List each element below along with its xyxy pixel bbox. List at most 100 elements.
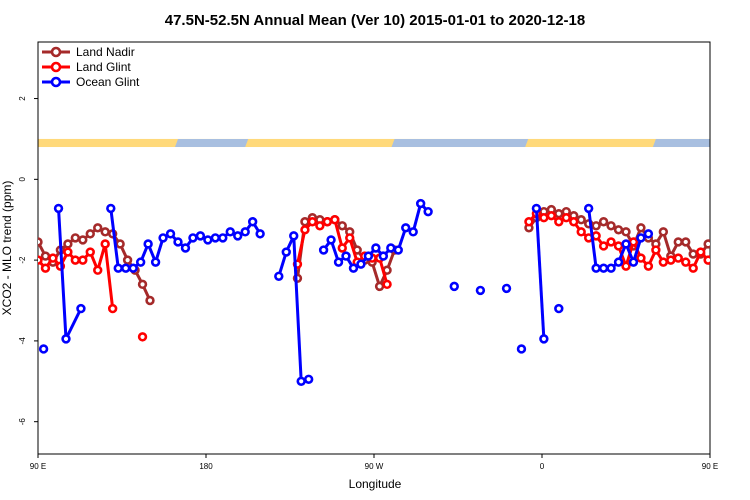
land-glint-point xyxy=(720,249,727,256)
land-nadir-point xyxy=(598,217,609,227)
land-glint-point xyxy=(107,303,118,314)
ocean-glint-point xyxy=(143,239,153,249)
land-glint-point xyxy=(636,253,646,263)
land-nadir-point xyxy=(337,221,347,231)
ocean-glint-point xyxy=(348,263,359,273)
ocean-glint-point xyxy=(591,263,601,273)
land-glint-point xyxy=(100,239,110,249)
ocean-glint-point xyxy=(393,245,403,255)
ocean-glint-point xyxy=(296,376,306,386)
ocean-glint-point xyxy=(247,217,258,227)
land-nadir-point xyxy=(613,225,624,235)
land-nadir-point xyxy=(681,237,691,247)
band-ocean xyxy=(175,138,249,148)
ocean-glint-point xyxy=(255,229,265,239)
land-nadir-point xyxy=(93,223,103,233)
land-nadir-point xyxy=(40,251,51,261)
y-tick-label: -6 xyxy=(18,418,27,426)
land-nadir-point xyxy=(85,229,95,239)
ocean-glint-point xyxy=(598,263,609,273)
ocean-glint-point xyxy=(636,233,646,243)
land-nadir-point xyxy=(735,224,742,231)
ocean-glint-point xyxy=(233,231,243,241)
land-glint-point xyxy=(628,237,639,247)
land-glint-point xyxy=(688,263,698,273)
land-glint-point xyxy=(598,241,609,251)
ocean-glint-point xyxy=(121,263,131,273)
ocean-glint-point xyxy=(289,231,299,241)
land-glint-point xyxy=(673,253,683,263)
ocean-glint-point xyxy=(423,206,433,217)
land-nadir-point xyxy=(606,221,616,231)
land-glint-point xyxy=(345,233,355,243)
ocean-glint-point xyxy=(408,227,418,237)
ocean-glint-point xyxy=(195,231,206,241)
land-nadir-point xyxy=(636,223,646,233)
ocean-glint-point xyxy=(333,257,344,267)
ocean-glint-point xyxy=(326,235,336,245)
ocean-glint-point xyxy=(475,285,486,296)
legend-label-land-nadir: Land Nadir xyxy=(76,45,135,59)
land-glint-point xyxy=(70,255,81,265)
land-nadir-point xyxy=(703,239,710,249)
land-nadir-point xyxy=(621,227,631,237)
ocean-glint-point xyxy=(225,227,235,237)
ocean-glint-point xyxy=(501,283,512,294)
land-glint-point xyxy=(554,217,564,227)
band-ocean xyxy=(391,138,529,148)
ocean-glint-point xyxy=(274,271,284,281)
ocean-glint-point xyxy=(303,374,314,384)
land-nadir-point xyxy=(100,227,110,237)
ocean-glint-point xyxy=(583,203,594,214)
land-nadir-point xyxy=(576,215,586,225)
chart-title: 47.5N-52.5N Annual Mean (Ver 10) 2015-01… xyxy=(165,12,585,29)
land-nadir-point xyxy=(720,237,727,244)
ocean-glint-point xyxy=(173,237,183,247)
land-glint-point xyxy=(524,217,534,227)
ocean-glint-point xyxy=(106,203,116,214)
x-tick-label: 90 E xyxy=(30,462,46,471)
land-glint-point xyxy=(643,261,654,271)
ocean-glint-point xyxy=(516,344,527,354)
land-glint-point xyxy=(48,253,58,263)
land-glint-point xyxy=(539,213,549,223)
ocean-glint-point xyxy=(61,334,71,344)
land-glint-point xyxy=(307,217,318,227)
land-glint-point xyxy=(137,332,148,342)
land-nadir-point xyxy=(38,237,43,247)
land-glint-point xyxy=(703,255,710,265)
ocean-glint-point xyxy=(150,257,161,267)
land-glint-point xyxy=(38,255,43,265)
land-nadir-point xyxy=(78,235,88,245)
land-nadir-point xyxy=(115,239,125,249)
band-land xyxy=(38,138,710,148)
land-glint-point xyxy=(322,217,333,227)
ocean-glint-point xyxy=(449,281,459,292)
ocean-glint-point xyxy=(38,344,49,354)
land-glint-point xyxy=(621,261,631,271)
x-axis-label: Longitude xyxy=(349,477,402,491)
ocean-glint-point xyxy=(621,239,631,249)
legend-label-land-glint: Land Glint xyxy=(76,60,131,74)
land-glint-point xyxy=(78,255,88,265)
land-glint-point xyxy=(315,221,325,231)
land-ocean-band xyxy=(38,138,710,148)
y-tick-label: 0 xyxy=(18,177,27,182)
ocean-glint-point xyxy=(113,263,123,273)
legend-marker-land-nadir xyxy=(50,46,62,58)
ocean-glint-point xyxy=(76,303,86,314)
land-glint-point xyxy=(712,257,719,264)
band-ocean xyxy=(652,138,710,148)
x-tick-label: 180 xyxy=(199,462,213,471)
land-nadir-point xyxy=(742,228,749,235)
y-tick-label: 2 xyxy=(18,96,27,101)
ocean-glint-point xyxy=(135,257,146,267)
ocean-glint-point xyxy=(378,251,389,261)
land-nadir-point xyxy=(554,208,564,219)
x-tick-label: 90 W xyxy=(365,462,384,471)
land-glint-point xyxy=(576,227,586,237)
ocean-glint-point xyxy=(165,229,176,239)
ocean-glint-line xyxy=(277,234,310,383)
land-glint-point xyxy=(658,257,669,267)
